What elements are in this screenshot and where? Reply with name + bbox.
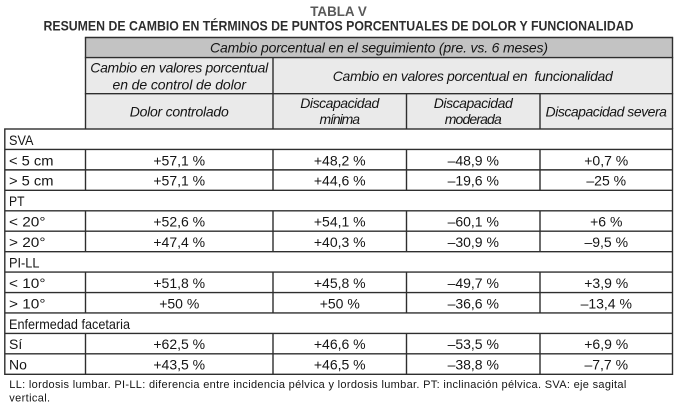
- svg-text:–7,7 %: –7,7 %: [584, 357, 628, 373]
- svg-text:Cambio en valores porcentual: Cambio en valores porcentual: [90, 60, 269, 76]
- svg-text:+47,4 %: +47,4 %: [153, 234, 205, 250]
- svg-text:+62,5 %: +62,5 %: [153, 336, 205, 352]
- svg-text:+40,3 %: +40,3 %: [314, 234, 366, 250]
- svg-text:SVA: SVA: [9, 132, 34, 148]
- svg-text:> 5 cm: > 5 cm: [9, 173, 54, 189]
- svg-text:–49,7 %: –49,7 %: [448, 275, 499, 291]
- svg-text:RESUMEN DE CAMBIO EN TÉRMINOS: RESUMEN DE CAMBIO EN TÉRMINOS DE PUNTOS …: [44, 18, 634, 34]
- svg-text:+44,6 %: +44,6 %: [314, 173, 366, 189]
- svg-text:+43,5 %: +43,5 %: [153, 357, 205, 373]
- svg-text:–53,5 %: –53,5 %: [448, 336, 499, 352]
- svg-text:moderada: moderada: [445, 111, 502, 127]
- svg-text:> 10°: > 10°: [9, 295, 46, 311]
- svg-text:vertical.: vertical.: [9, 392, 50, 404]
- svg-text:+50 %: +50 %: [320, 295, 360, 311]
- svg-text:–60,1 %: –60,1 %: [448, 214, 499, 230]
- svg-text:+46,6 %: +46,6 %: [314, 336, 366, 352]
- svg-text:No: No: [9, 357, 27, 373]
- svg-text:–9,5 %: –9,5 %: [584, 234, 628, 250]
- svg-text:Discapacidad severa: Discapacidad severa: [546, 104, 668, 120]
- svg-text:+52,6 %: +52,6 %: [153, 214, 205, 230]
- svg-text:< 20°: < 20°: [9, 214, 46, 230]
- svg-text:+6 %: +6 %: [590, 214, 622, 230]
- svg-text:–19,6 %: –19,6 %: [448, 173, 499, 189]
- svg-text:+0,7 %: +0,7 %: [584, 152, 628, 168]
- svg-text:–36,6 %: –36,6 %: [448, 295, 499, 311]
- svg-text:+45,8 %: +45,8 %: [314, 275, 366, 291]
- svg-text:–38,8 %: –38,8 %: [448, 357, 499, 373]
- svg-text:+3,9 %: +3,9 %: [584, 275, 628, 291]
- svg-text:LL: lordosis lumbar. PI-LL: di: LL: lordosis lumbar. PI-LL: diferencia e…: [9, 379, 626, 391]
- svg-text:+57,1 %: +57,1 %: [153, 173, 205, 189]
- svg-text:Discapacidad: Discapacidad: [434, 95, 514, 111]
- svg-text:+6,9 %: +6,9 %: [584, 336, 628, 352]
- svg-text:< 5 cm: < 5 cm: [9, 152, 54, 168]
- svg-text:–25 %: –25 %: [586, 173, 626, 189]
- svg-text:> 20°: > 20°: [9, 234, 46, 250]
- svg-text:+48,2 %: +48,2 %: [314, 152, 366, 168]
- svg-text:+57,1 %: +57,1 %: [153, 152, 205, 168]
- svg-text:+51,8 %: +51,8 %: [153, 275, 205, 291]
- svg-text:+50 %: +50 %: [159, 295, 199, 311]
- svg-text:Cambio en valores porcentual e: Cambio en valores porcentual en funciona…: [333, 68, 614, 84]
- svg-text:Sí: Sí: [9, 336, 22, 352]
- svg-text:mínima: mínima: [320, 111, 361, 127]
- svg-text:Cambio porcentual en el seguim: Cambio porcentual en el seguimiento (pre…: [210, 40, 548, 56]
- svg-text:< 10°: < 10°: [9, 275, 46, 291]
- svg-text:–48,9 %: –48,9 %: [448, 152, 499, 168]
- svg-text:PT: PT: [9, 193, 25, 209]
- svg-text:Enfermedad facetaria: Enfermedad facetaria: [9, 316, 130, 332]
- svg-text:Discapacidad: Discapacidad: [300, 95, 380, 111]
- svg-text:Dolor controlado: Dolor controlado: [130, 104, 229, 120]
- svg-text:+54,1 %: +54,1 %: [314, 214, 366, 230]
- svg-text:PI-LL: PI-LL: [9, 254, 40, 270]
- svg-text:–30,9 %: –30,9 %: [448, 234, 499, 250]
- svg-text:TABLA V: TABLA V: [310, 3, 367, 19]
- svg-text:en de control de dolor: en de control de dolor: [113, 77, 248, 93]
- svg-text:–13,4 %: –13,4 %: [581, 295, 632, 311]
- svg-text:+46,5 %: +46,5 %: [314, 357, 366, 373]
